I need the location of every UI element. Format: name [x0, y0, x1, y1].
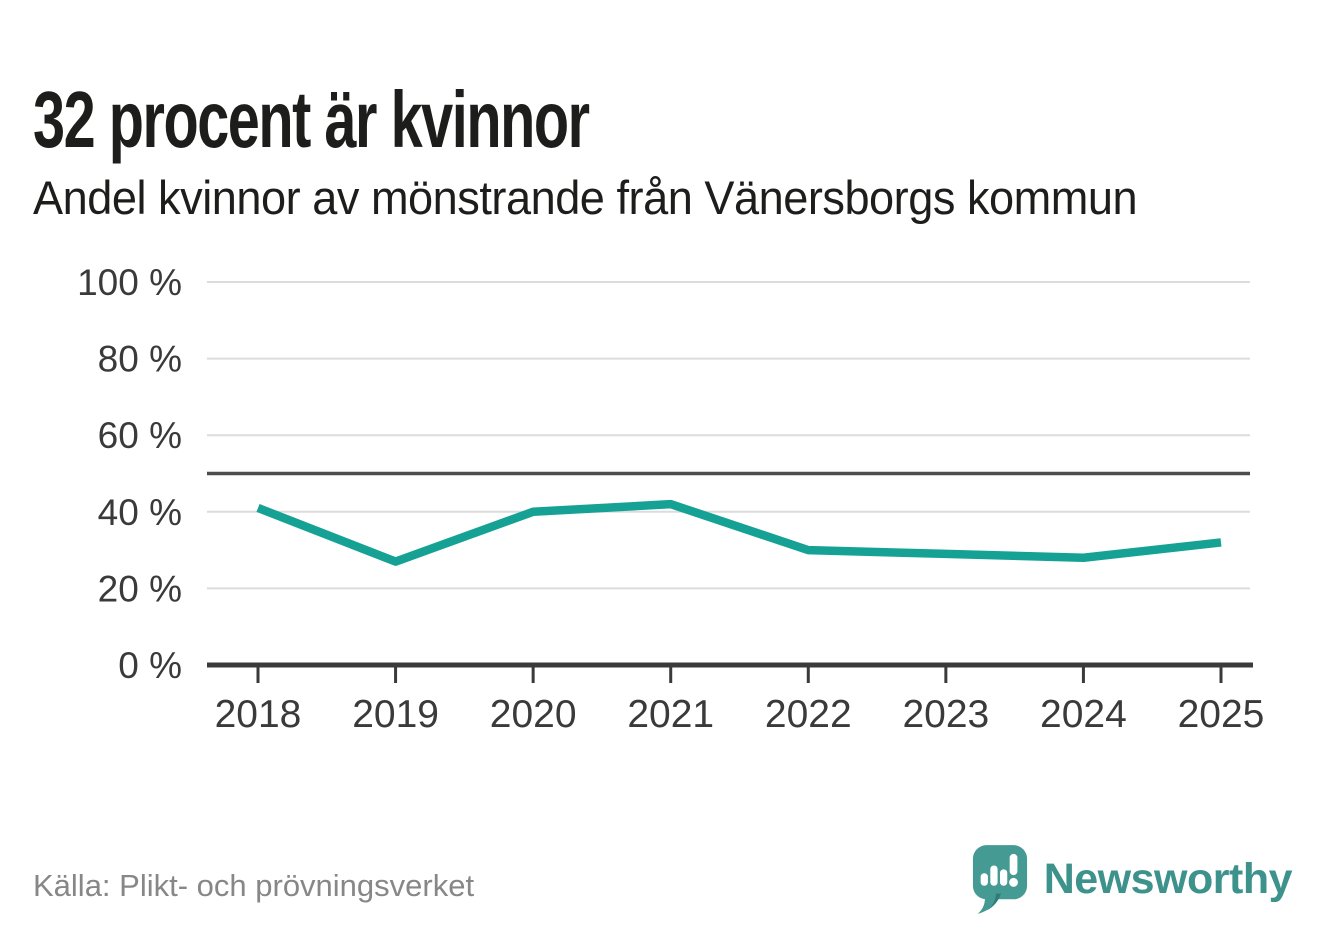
x-axis-label: 2023 [902, 693, 989, 736]
bar-chart-bar-1 [980, 873, 988, 886]
x-axis-label: 2025 [1178, 693, 1265, 736]
chart-title: 32 procent är kvinnor [33, 74, 590, 164]
bar-chart-bar-2 [990, 865, 998, 886]
x-axis-label: 2022 [765, 693, 852, 736]
x-axis-label: 2024 [1040, 693, 1127, 736]
exclamation-stem [1009, 853, 1018, 876]
newsworthy-logo-icon [972, 845, 1027, 914]
y-axis-label: 60 % [98, 415, 182, 456]
data-line-Andel kvinnor av mönstrande [256, 499, 1222, 566]
exclamation-dot [1008, 877, 1018, 887]
x-axis-label: 2019 [352, 693, 439, 736]
y-axis-label: 80 % [98, 339, 182, 380]
y-axis-label: 40 % [98, 492, 182, 533]
chart-subtitle: Andel kvinnor av mönstrande från Vänersb… [33, 171, 1138, 224]
y-axis-label: 20 % [98, 568, 182, 609]
source-note: Källa: Plikt- och prövningsverket [33, 868, 475, 903]
newsworthy-logo-text: Newsworthy [1043, 854, 1293, 903]
x-axis-label: 2020 [490, 693, 577, 736]
speech-bubble-tail-shadow [986, 893, 1001, 911]
y-axis-label: 100 % [77, 262, 182, 303]
y-axis-label: 0 % [118, 645, 182, 686]
x-axis-label: 2021 [627, 693, 714, 736]
speech-bubble-tail [977, 893, 1001, 914]
newsworthy-logo: Newsworthy [971, 842, 1293, 916]
bar-chart-bar-3 [999, 869, 1007, 886]
x-axis-label: 2018 [215, 693, 302, 736]
